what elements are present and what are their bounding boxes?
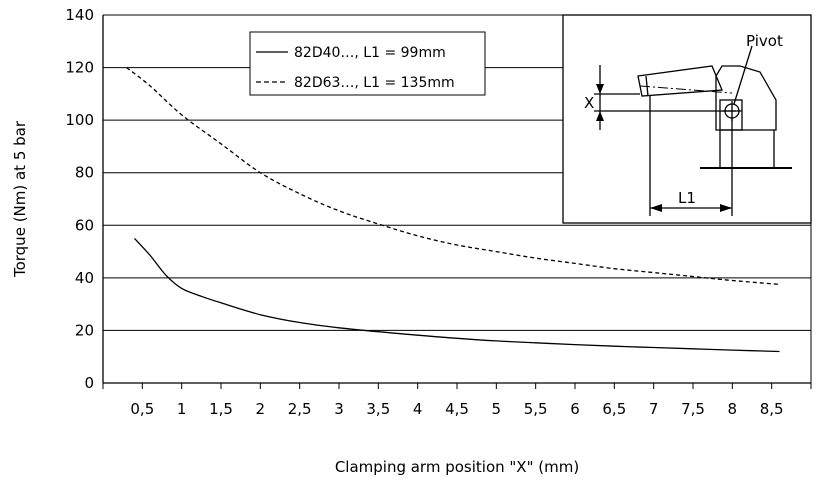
y-tick-label: 120 [65,59,94,77]
series-line-82d40 [134,237,780,353]
y-tick-label: 100 [65,111,94,129]
y-tick-label: 40 [75,269,94,287]
y-axis-title: Torque (Nm) at 5 bar [11,120,29,278]
l1-arrow-right [720,204,732,212]
y-tick-labels: 0 20 40 60 80 100 120 140 [65,6,94,392]
body-slot [719,99,743,131]
x-tick-label: 2,5 [288,400,312,418]
l1-arrow-left [650,204,662,212]
x-tick-label: 6,5 [602,400,626,418]
y-tick-label: 20 [75,321,94,339]
x-tick-label: 1 [177,400,187,418]
x-tick-label: 3 [334,400,344,418]
x-tick-label: 2 [256,400,266,418]
x-tick-label: 8 [728,400,738,418]
clamping-arm [637,65,723,97]
legend: 82D40…, L1 = 99mm 82D63…, L1 = 135mm [249,31,486,96]
y-tick-label: 140 [65,6,94,24]
x-tick-label: 5 [492,400,502,418]
x-dim-arrow-top [596,84,604,94]
x-tick-label: 7,5 [681,400,705,418]
legend-box [249,31,486,96]
series-line-82d63 [126,67,780,286]
x-axis-title: Clamping arm position "X" (mm) [335,458,579,476]
x-tick-label: 4,5 [445,400,469,418]
x-tick-label: 0,5 [130,400,154,418]
legend-label-82d63: 82D63…, L1 = 135mm [294,75,455,91]
x-tick-label: 3,5 [366,400,390,418]
arm-tip-line [645,75,649,97]
arm-centerline [639,85,733,94]
x-tick-label: 8,5 [760,400,784,418]
x-tick-label: 7 [649,400,659,418]
x-tick-labels: 0,5 1 1,5 2 2,5 3 3,5 4 4,5 5 5,5 6 6,5 7 7,5 8 8,5 [102,383,812,418]
x-dim-arrow-bottom [596,111,604,121]
inset-l1-label: L1 [678,189,696,207]
x-tick-label: 1,5 [209,400,233,418]
y-tick-label: 0 [84,374,94,392]
pivot-leader [733,45,753,105]
x-tick-label: 5,5 [524,400,548,418]
x-tick-label: 4 [413,400,423,418]
x-tick-label: 6 [570,400,580,418]
inset-pivot-label: Pivot [746,32,783,50]
inset-frame [562,14,812,224]
series-lines [126,67,780,353]
clamp-diagram-inset: X Pivot L1 [562,14,812,224]
y-tick-label: 80 [75,164,94,182]
y-tick-label: 60 [75,216,94,234]
legend-label-82d40: 82D40…, L1 = 99mm [294,45,446,61]
inset-x-label: X [584,94,594,112]
